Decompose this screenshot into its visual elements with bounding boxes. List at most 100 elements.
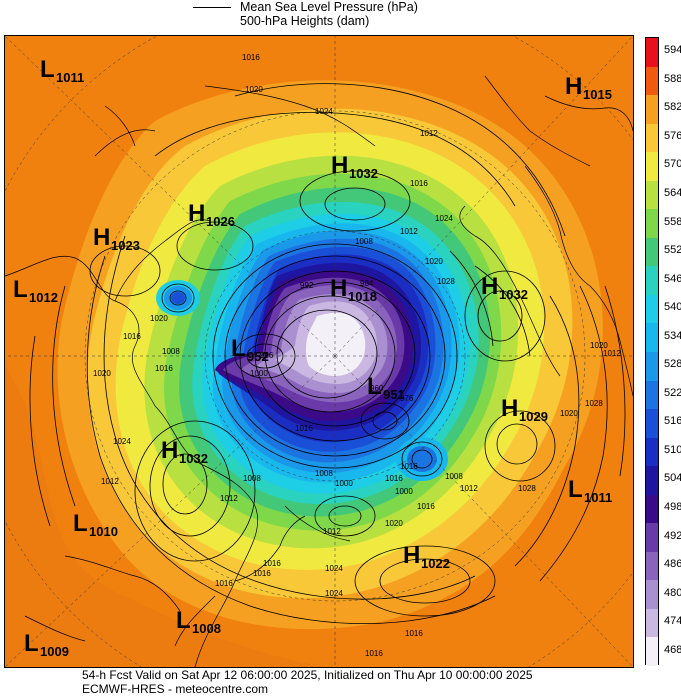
colorbar-segment [646, 437, 658, 467]
isobar-label: 992 [300, 281, 314, 290]
isobar-label: 1020 [93, 369, 111, 378]
colorbar-label: 522 [664, 386, 681, 399]
isobar-label: 1028 [585, 399, 603, 408]
colorbar-segment [646, 95, 658, 125]
pressure-center-high: H 1018 [330, 275, 377, 304]
map-panel: 1016 1020 1024 1012 1016 1024 1008 1012 … [4, 35, 634, 668]
svg-text:H: H [481, 273, 498, 300]
isobar-label: 1016 [155, 364, 173, 373]
forecast-valid-time: 54-h Fcst Valid on Sat Apr 12 06:00:00 2… [82, 668, 533, 682]
colorbar-label: 480 [664, 586, 681, 599]
colorbar-label: 534 [664, 329, 681, 342]
svg-text:1015: 1015 [583, 87, 612, 102]
svg-text:H: H [565, 73, 582, 100]
pressure-center-low: L 951 [367, 373, 405, 402]
isobar-label: 1016 [123, 332, 141, 341]
colorbar-label: 474 [664, 615, 681, 628]
colorbar-segment [646, 152, 658, 182]
colorbar-label: 498 [664, 501, 681, 513]
isobar-label: 1008 [445, 472, 463, 481]
pressure-center-low: L 1011 [40, 56, 84, 85]
svg-text:1008: 1008 [192, 621, 221, 636]
svg-text:H: H [93, 224, 110, 251]
coastlines [5, 75, 633, 667]
pressure-centers: L 1011 H 1015 H 1032 H 1026 H 1023 L 1012 H 101… [13, 56, 612, 659]
svg-text:1026: 1026 [206, 214, 235, 229]
svg-text:L: L [13, 276, 28, 303]
isobar-label: 1020 [385, 519, 403, 528]
isobar-label: 1016 [385, 474, 403, 483]
isobar-label: 1016 [215, 579, 233, 588]
svg-text:H: H [403, 542, 420, 569]
isobar-label: 1024 [325, 589, 343, 598]
pressure-center-low: L 1010 [73, 510, 118, 539]
isobar-label: 1020 [245, 85, 263, 94]
pressure-center-high: H 1032 [481, 273, 528, 302]
isobar-label: 1020 [560, 409, 578, 418]
svg-text:1018: 1018 [348, 289, 377, 304]
isobar-labels: 1016 1020 1024 1012 1016 1024 1008 1012 … [93, 53, 621, 658]
svg-text:1012: 1012 [29, 290, 58, 305]
svg-text:L: L [40, 56, 55, 83]
colorbar-segment [646, 380, 658, 410]
svg-text:H: H [330, 275, 347, 302]
svg-text:1009: 1009 [40, 644, 69, 659]
svg-text:1029: 1029 [519, 409, 548, 424]
colorbar [645, 37, 659, 667]
svg-text:1022: 1022 [421, 556, 450, 571]
colorbar-segment [646, 352, 658, 382]
svg-text:L: L [231, 335, 246, 362]
chart-legend: Mean Sea Level Pressure (hPa) 500-hPa He… [0, 0, 681, 34]
graticule [5, 36, 633, 667]
svg-text:L: L [73, 510, 88, 537]
pressure-center-high: H 1032 [161, 437, 208, 466]
svg-text:H: H [331, 152, 348, 179]
colorbar-segment [646, 38, 658, 68]
isobar-label: 1016 [253, 569, 271, 578]
colorbar-label: 528 [664, 358, 681, 371]
pressure-center-high: H 1029 [501, 395, 548, 424]
colorbar-label: 570 [664, 158, 681, 171]
legend-heights-label: 500-hPa Heights (dam) [240, 14, 370, 28]
svg-text:L: L [568, 476, 583, 503]
isobar-label: 1016 [295, 424, 313, 433]
colorbar-segment [646, 180, 658, 210]
isobar-label: 1008 [243, 474, 261, 483]
svg-text:L: L [24, 630, 39, 657]
pressure-center-low: L 1012 [13, 276, 58, 305]
isobar-label: 960 [370, 384, 384, 393]
isobar-label: 1028 [437, 277, 455, 286]
colorbar-segment [646, 523, 658, 553]
isobar-label: 984 [360, 279, 374, 288]
svg-text:H: H [188, 200, 205, 227]
pressure-center-low: L 1011 [568, 476, 612, 505]
colorbar-label: 546 [664, 272, 681, 285]
colorbar-label: 516 [664, 415, 681, 428]
isobar-label: 1008 [355, 237, 373, 246]
pressure-center-high: H 1023 [93, 224, 140, 253]
isobar-label: 1012 [420, 129, 438, 138]
isobar-label: 1016 [405, 629, 423, 638]
isobar-label: 1012 [603, 349, 621, 358]
isobar-label: 1024 [113, 437, 131, 446]
pressure-center-low: L 1009 [24, 630, 69, 659]
colorbar-label: 510 [664, 443, 681, 456]
isobar-label: 1012 [460, 484, 478, 493]
isobar-label: 976 [400, 394, 414, 403]
colorbar-label: 486 [664, 558, 681, 571]
svg-text:1032: 1032 [349, 166, 378, 181]
isobar-label: 1016 [263, 559, 281, 568]
colorbar-label: 576 [664, 129, 681, 142]
colorbar-segment [646, 209, 658, 239]
isobar-line-sample [193, 7, 231, 8]
isobar-label: 1016 [410, 179, 428, 188]
colorbar-segment [646, 580, 658, 610]
colorbar-segment [646, 608, 658, 638]
colorbar-segment [646, 266, 658, 296]
svg-text:951: 951 [383, 387, 405, 402]
isobar-label: 1012 [220, 494, 238, 503]
pressure-center-high: H 1022 [403, 542, 450, 571]
colorbar-label: 552 [664, 244, 681, 257]
isobar-label: 1012 [323, 527, 341, 536]
svg-text:1010: 1010 [89, 524, 118, 539]
